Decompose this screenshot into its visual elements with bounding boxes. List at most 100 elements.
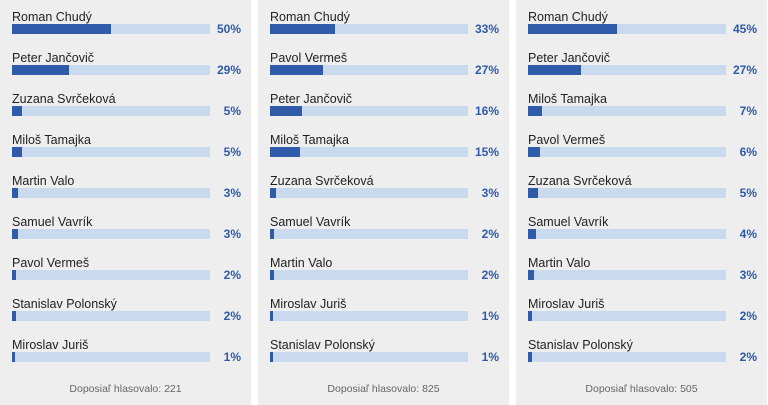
poll-option-row: Stanislav Polonský 2% [516, 328, 767, 364]
poll-option-row: Pavol Vermeš 27% [258, 41, 509, 77]
candidate-name: Martin Valo [528, 256, 591, 270]
bar-track [528, 311, 726, 321]
bar-fill [12, 270, 16, 280]
bar-track [270, 65, 468, 75]
bar-track [12, 270, 210, 280]
bar-track [270, 147, 468, 157]
percent-label: 1% [481, 309, 499, 323]
percent-label: 15% [474, 145, 499, 159]
percent-label: 3% [223, 186, 241, 200]
poll-option-row: Zuzana Svrčeková 3% [258, 164, 509, 200]
poll-option-row: Miroslav Juriš 2% [516, 287, 767, 323]
poll-option-row: Martin Valo 3% [0, 164, 251, 200]
candidate-name: Martin Valo [270, 256, 333, 270]
bar-fill [528, 352, 532, 362]
bar-track [270, 106, 468, 116]
poll-option-row: Samuel Vavrík 2% [258, 205, 509, 241]
candidate-name: Peter Jančovič [270, 92, 352, 106]
vote-count-footer: Doposiaľ hlasovalo: 825 [327, 383, 440, 395]
candidate-name: Stanislav Polonský [528, 338, 633, 352]
poll-option-row: Stanislav Polonský 1% [258, 328, 509, 364]
percent-label: 1% [481, 350, 499, 364]
poll-option-row: Miloš Tamajka 7% [516, 82, 767, 118]
poll-option-row: Roman Chudý 33% [258, 0, 509, 36]
bar-track [12, 352, 210, 362]
percent-label: 2% [739, 350, 757, 364]
bar-track [270, 24, 468, 34]
bar-fill [270, 106, 302, 116]
poll-option-row: Samuel Vavrík 3% [0, 205, 251, 241]
bar-track [528, 270, 726, 280]
poll-option-row: Miloš Tamajka 5% [0, 123, 251, 159]
percent-label: 5% [739, 186, 757, 200]
bar-fill [270, 24, 335, 34]
poll-option-row: Roman Chudý 45% [516, 0, 767, 36]
poll-option-row: Peter Jančovič 29% [0, 41, 251, 77]
bar-track [528, 65, 726, 75]
candidate-name: Martin Valo [12, 174, 75, 188]
poll-panel-1: Roman Chudý 50% Peter Jančovič 29% Zuzana Sv… [0, 0, 251, 405]
poll-panel-3: Roman Chudý 45% Peter Jančovič 27% Miloš Tam… [516, 0, 767, 405]
percent-label: 3% [739, 268, 757, 282]
percent-label: 2% [739, 309, 757, 323]
vote-count-footer: Doposiaľ hlasovalo: 505 [585, 383, 698, 395]
poll-option-row: Roman Chudý 50% [0, 0, 251, 36]
bar-track [528, 147, 726, 157]
candidate-name: Peter Jančovič [12, 51, 94, 65]
bar-track [270, 311, 468, 321]
candidate-name: Miroslav Juriš [528, 297, 605, 311]
poll-option-row: Miloš Tamajka 15% [258, 123, 509, 159]
candidate-name: Stanislav Polonský [270, 338, 375, 352]
candidate-name: Miroslav Juriš [12, 338, 89, 352]
bar-track [12, 106, 210, 116]
candidate-name: Samuel Vavrík [12, 215, 93, 229]
bar-track [528, 229, 726, 239]
bar-fill [528, 229, 536, 239]
bar-track [270, 352, 468, 362]
candidate-name: Roman Chudý [528, 10, 608, 24]
percent-label: 27% [732, 63, 757, 77]
poll-option-row: Stanislav Polonský 2% [0, 287, 251, 323]
bar-fill [270, 65, 323, 75]
candidate-name: Roman Chudý [270, 10, 350, 24]
percent-label: 27% [474, 63, 499, 77]
poll-option-row: Zuzana Svrčeková 5% [0, 82, 251, 118]
bar-fill [270, 311, 273, 321]
candidate-name: Zuzana Svrčeková [528, 174, 632, 188]
percent-label: 2% [223, 309, 241, 323]
candidate-name: Miloš Tamajka [270, 133, 349, 147]
bar-fill [528, 188, 538, 198]
percent-label: 50% [216, 22, 241, 36]
percent-label: 29% [216, 63, 241, 77]
percent-label: 5% [223, 145, 241, 159]
poll-option-row: Miroslav Juriš 1% [0, 328, 251, 364]
poll-option-row: Zuzana Svrčeková 5% [516, 164, 767, 200]
bar-track [528, 106, 726, 116]
candidate-name: Samuel Vavrík [270, 215, 351, 229]
poll-option-row: Martin Valo 2% [258, 246, 509, 282]
bar-fill [528, 311, 532, 321]
bar-fill [270, 270, 274, 280]
bar-track [270, 188, 468, 198]
candidate-name: Miloš Tamajka [528, 92, 607, 106]
bar-fill [270, 352, 273, 362]
bar-track [12, 65, 210, 75]
bar-track [12, 188, 210, 198]
bar-track [270, 229, 468, 239]
poll-option-row: Martin Valo 3% [516, 246, 767, 282]
percent-label: 4% [739, 227, 757, 241]
percent-label: 6% [739, 145, 757, 159]
candidate-name: Zuzana Svrčeková [12, 92, 116, 106]
percent-label: 45% [732, 22, 757, 36]
poll-option-row: Pavol Vermeš 6% [516, 123, 767, 159]
candidate-name: Peter Jančovič [528, 51, 610, 65]
candidate-name: Pavol Vermeš [528, 133, 606, 147]
candidate-name: Miroslav Juriš [270, 297, 347, 311]
bar-track [528, 352, 726, 362]
candidate-name: Samuel Vavrík [528, 215, 609, 229]
percent-label: 1% [223, 350, 241, 364]
poll-option-row: Peter Jančovič 27% [516, 41, 767, 77]
percent-label: 5% [223, 104, 241, 118]
bar-fill [528, 106, 542, 116]
bar-fill [528, 65, 581, 75]
